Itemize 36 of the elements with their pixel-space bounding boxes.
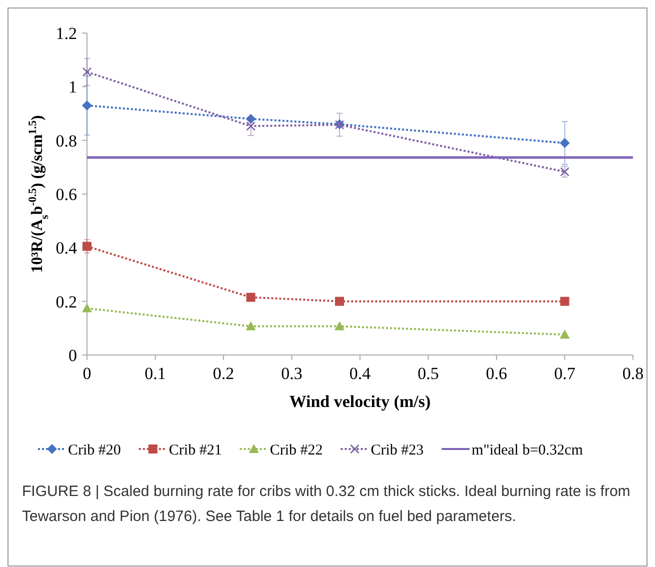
point bbox=[560, 296, 570, 306]
point bbox=[82, 67, 92, 77]
y-tick-label: 0.4 bbox=[56, 238, 78, 258]
y-tick-label: 0.2 bbox=[56, 292, 77, 312]
point bbox=[246, 321, 256, 330]
legend-label: Crib #21 bbox=[168, 442, 222, 458]
x-tick-label: 0.3 bbox=[281, 364, 302, 383]
x-axis-title: Wind velocity (m/s) bbox=[289, 392, 431, 411]
point bbox=[82, 100, 92, 110]
point bbox=[560, 330, 570, 339]
x-tick-label: 0 bbox=[82, 364, 92, 383]
caption: FIGURE 8 | Scaled burning rate for cribs with 0.32 cm thick sticks. Ideal burning rate is from Tewarson and Pion (1976). See Table 1 for details on fuel bed parameters. bbox=[22, 483, 630, 525]
legend-label: Crib #22 bbox=[270, 442, 323, 458]
point bbox=[246, 121, 256, 131]
legend-label: Crib #20 bbox=[68, 442, 121, 458]
point bbox=[246, 114, 256, 124]
y-tick-label: 1 bbox=[68, 78, 77, 97]
point bbox=[82, 242, 92, 251]
y-tick-label: 1.2 bbox=[56, 24, 77, 43]
legend-label: m"ideal b=0.32cm bbox=[472, 442, 584, 458]
point bbox=[246, 292, 256, 302]
point bbox=[335, 296, 344, 306]
y-tick-label: 0.8 bbox=[56, 131, 77, 150]
x-tick-label: 0.7 bbox=[554, 364, 576, 383]
y-tick-label: 0.6 bbox=[56, 184, 77, 204]
point bbox=[560, 138, 570, 148]
x-tick-label: 0.1 bbox=[144, 364, 166, 383]
point bbox=[334, 321, 345, 330]
x-tick-label: 0.8 bbox=[622, 364, 644, 383]
x-tick-label: 0.5 bbox=[418, 364, 439, 383]
x-tick-label: 0.6 bbox=[486, 364, 508, 383]
legend-label: Crib #23 bbox=[370, 442, 424, 458]
y-tick-label: 0 bbox=[68, 346, 77, 365]
x-tick-label: 0.2 bbox=[212, 364, 234, 383]
x-tick-label: 0.4 bbox=[349, 364, 372, 383]
point bbox=[82, 303, 92, 312]
